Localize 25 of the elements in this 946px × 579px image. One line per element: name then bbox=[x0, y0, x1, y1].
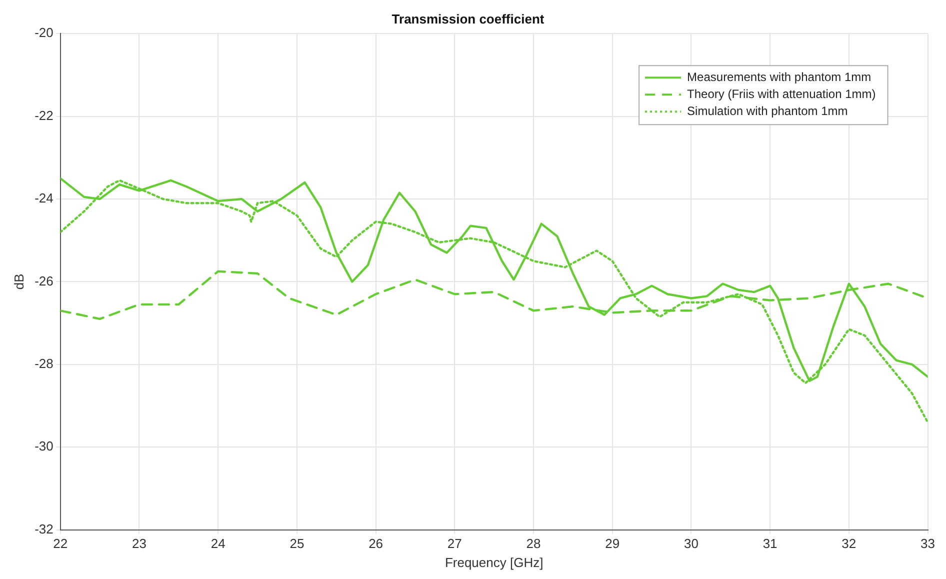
x-axis-title: Frequency [GHz] bbox=[444, 554, 544, 570]
y-tick-label: -26 bbox=[34, 273, 54, 288]
x-tick-label: 22 bbox=[53, 536, 68, 552]
x-tick-label: 24 bbox=[210, 536, 226, 552]
legend-label: Measurements with phantom 1mm bbox=[687, 70, 872, 84]
x-tick-label: 33 bbox=[920, 536, 936, 552]
x-tick-label: 25 bbox=[290, 536, 304, 552]
x-tick-label: 26 bbox=[368, 536, 384, 552]
y-axis-title: dB bbox=[11, 274, 26, 290]
x-tick-label: 30 bbox=[684, 536, 698, 552]
x-tick-label: 23 bbox=[132, 536, 146, 552]
y-tick-label: -28 bbox=[34, 356, 54, 371]
legend-label: Simulation with phantom 1mm bbox=[687, 104, 848, 118]
y-tick-label: -30 bbox=[34, 438, 54, 454]
x-tick-label: 32 bbox=[842, 536, 856, 552]
x-tick-label: 29 bbox=[605, 536, 620, 552]
legend-label: Theory (Friis with attenuation 1mm) bbox=[687, 86, 876, 101]
x-tick-label: 27 bbox=[447, 536, 462, 552]
x-tick-label: 28 bbox=[526, 536, 541, 552]
y-tick-label: -22 bbox=[34, 108, 54, 123]
x-tick-label: 31 bbox=[762, 536, 778, 552]
y-tick-label: -32 bbox=[34, 521, 54, 536]
chart-title: Transmission coefficient bbox=[392, 11, 545, 26]
y-tick-label: -20 bbox=[34, 25, 54, 40]
y-tick-label: -24 bbox=[34, 190, 54, 206]
